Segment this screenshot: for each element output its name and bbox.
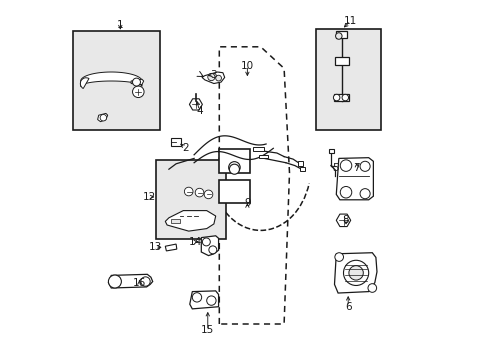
Circle shape [100,114,106,121]
Circle shape [334,253,343,261]
Polygon shape [336,214,350,226]
Circle shape [348,266,363,280]
Text: 5: 5 [331,163,338,173]
Text: 16: 16 [132,278,146,288]
Circle shape [204,190,212,199]
Bar [73,31,160,130]
Bar [258,155,267,158]
Polygon shape [189,291,218,309]
Text: 12: 12 [142,192,156,202]
Circle shape [132,78,140,86]
Text: 1: 1 [117,20,123,30]
Text: 3: 3 [210,69,217,80]
Text: 6: 6 [344,302,351,312]
Polygon shape [189,99,202,110]
Circle shape [208,246,216,254]
Text: 14: 14 [188,237,202,247]
Text: 4: 4 [196,105,203,116]
Circle shape [343,260,368,285]
Text: 15: 15 [201,325,214,336]
Bar [253,147,264,151]
Circle shape [192,293,201,302]
Polygon shape [202,72,224,84]
Circle shape [206,296,216,305]
Bar [333,94,348,101]
Circle shape [229,164,239,174]
Polygon shape [336,158,373,200]
Circle shape [228,162,240,173]
Bar [219,149,249,173]
Text: 13: 13 [148,242,162,252]
Wedge shape [80,78,89,89]
Polygon shape [201,236,218,256]
Polygon shape [165,211,215,231]
Circle shape [335,33,342,39]
Circle shape [108,275,121,288]
Polygon shape [108,274,152,288]
Circle shape [132,86,144,98]
Bar [336,31,346,38]
Circle shape [215,75,221,81]
Circle shape [359,189,369,199]
Polygon shape [98,113,107,122]
Bar [334,57,348,65]
Text: 8: 8 [342,215,348,225]
Bar [299,167,305,171]
Circle shape [340,186,351,198]
Bar [156,160,226,239]
Bar [219,180,249,203]
Bar [316,29,381,130]
Circle shape [207,73,215,81]
Polygon shape [165,244,177,251]
Text: 2: 2 [182,143,188,153]
Circle shape [195,188,203,197]
Polygon shape [131,79,143,85]
Polygon shape [334,253,376,293]
Circle shape [359,161,369,171]
Text: 7: 7 [353,163,359,173]
Circle shape [141,277,150,286]
Text: 10: 10 [240,60,253,71]
Circle shape [333,94,339,101]
Text: 9: 9 [244,198,250,208]
Bar [170,138,181,146]
Text: 11: 11 [344,16,357,26]
Circle shape [342,94,348,101]
Bar [328,149,333,153]
Polygon shape [81,72,142,86]
Polygon shape [170,219,179,223]
Circle shape [202,238,210,246]
Circle shape [367,284,376,292]
Circle shape [184,187,193,196]
Circle shape [340,160,351,171]
Bar [297,161,303,166]
